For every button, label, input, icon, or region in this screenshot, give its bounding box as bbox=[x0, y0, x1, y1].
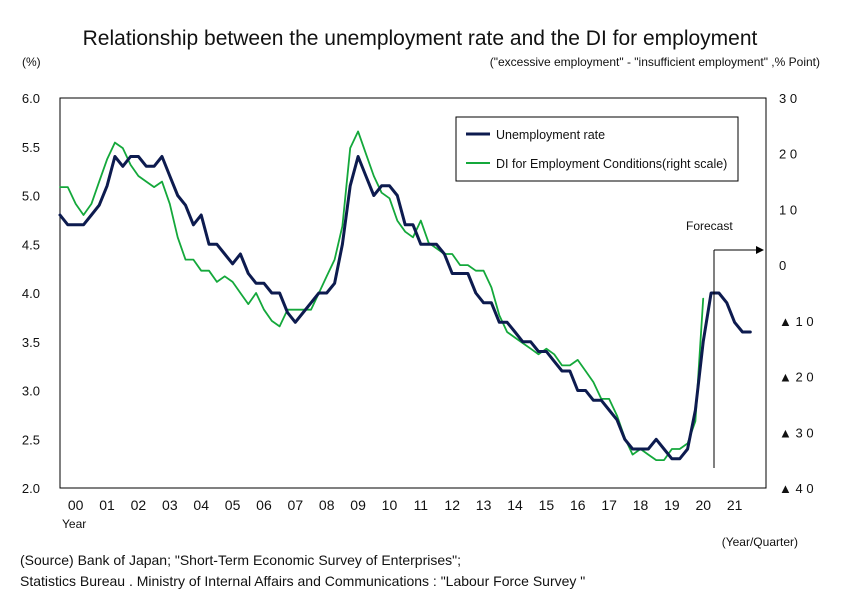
left-tick-label: 2.5 bbox=[22, 432, 40, 447]
legend-label-unemployment: Unemployment rate bbox=[496, 128, 605, 142]
x-tick-label: 01 bbox=[99, 497, 115, 513]
left-axis-unit: (%) bbox=[22, 55, 41, 69]
right-tick-label: ▲ 3 0 bbox=[779, 425, 814, 440]
right-tick-label: 1 0 bbox=[779, 202, 797, 217]
forecast-arrow-head bbox=[756, 246, 764, 254]
source-line-1: (Source) Bank of Japan; "Short-Term Econ… bbox=[20, 552, 461, 568]
left-tick-label: 5.0 bbox=[22, 189, 40, 204]
right-tick-label: 0 bbox=[779, 258, 786, 273]
x-tick-label: 07 bbox=[288, 497, 304, 513]
left-tick-label: 4.5 bbox=[22, 237, 40, 252]
x-tick-label: 15 bbox=[539, 497, 555, 513]
x-tick-label: 00 bbox=[68, 497, 84, 513]
x-tick-label: 08 bbox=[319, 497, 335, 513]
left-axis-ticks: 6.0 5.5 5.0 4.5 4.0 3.5 3.0 2.5 2.0 bbox=[22, 91, 40, 496]
x-tick-label: 02 bbox=[131, 497, 147, 513]
x-tick-label: 20 bbox=[695, 497, 711, 513]
chart-title: Relationship between the unemployment ra… bbox=[83, 27, 758, 50]
source-line-2: Statistics Bureau . Ministry of Internal… bbox=[20, 573, 585, 589]
x-tick-label: 05 bbox=[225, 497, 241, 513]
x-tick-label: 19 bbox=[664, 497, 680, 513]
x-tick-label: 09 bbox=[350, 497, 366, 513]
x-tick-label: 12 bbox=[444, 497, 460, 513]
x-tick-label: 21 bbox=[727, 497, 743, 513]
right-tick-label: 3 0 bbox=[779, 91, 797, 106]
x-tick-label: 17 bbox=[601, 497, 617, 513]
x-tick-label: 03 bbox=[162, 497, 178, 513]
legend-label-di: DI for Employment Conditions(right scale… bbox=[496, 157, 727, 171]
left-tick-label: 4.0 bbox=[22, 286, 40, 301]
x-tick-label: 04 bbox=[193, 497, 209, 513]
x-tick-label: 16 bbox=[570, 497, 586, 513]
left-tick-label: 3.0 bbox=[22, 384, 40, 399]
right-axis-unit: ("excessive employment" - "insufficient … bbox=[490, 55, 820, 69]
left-tick-label: 3.5 bbox=[22, 335, 40, 350]
right-axis-ticks: 3 0 2 0 1 0 0 ▲ 1 0 ▲ 2 0 ▲ 3 0 ▲ 4 0 bbox=[779, 91, 814, 496]
right-tick-label: ▲ 1 0 bbox=[779, 314, 814, 329]
x-tick-label: 14 bbox=[507, 497, 523, 513]
left-tick-label: 6.0 bbox=[22, 91, 40, 106]
x-axis-label: Year bbox=[62, 517, 86, 531]
plot-frame bbox=[59, 97, 767, 489]
series-line-di-employment bbox=[59, 130, 705, 461]
left-tick-label: 2.0 bbox=[22, 481, 40, 496]
right-tick-label: ▲ 4 0 bbox=[779, 481, 814, 496]
x-tick-label: 10 bbox=[382, 497, 398, 513]
series-line-unemployment-rate bbox=[58, 155, 752, 461]
x-tick-label: 18 bbox=[633, 497, 649, 513]
right-tick-label: ▲ 2 0 bbox=[779, 370, 814, 385]
left-tick-label: 5.5 bbox=[22, 140, 40, 155]
series-layer bbox=[58, 130, 752, 461]
x-tick-label: 06 bbox=[256, 497, 272, 513]
x-axis-unit: (Year/Quarter) bbox=[722, 535, 798, 549]
x-tick-label: 11 bbox=[414, 497, 429, 513]
x-axis-ticks: 00 01 02 03 04 05 06 07 08 09 10 11 12 13 14 15 16 17 18 19… bbox=[68, 497, 743, 513]
forecast-label: Forecast bbox=[686, 219, 733, 233]
x-tick-label: 13 bbox=[476, 497, 492, 513]
legend-box bbox=[455, 116, 739, 182]
right-tick-label: 2 0 bbox=[779, 147, 797, 162]
